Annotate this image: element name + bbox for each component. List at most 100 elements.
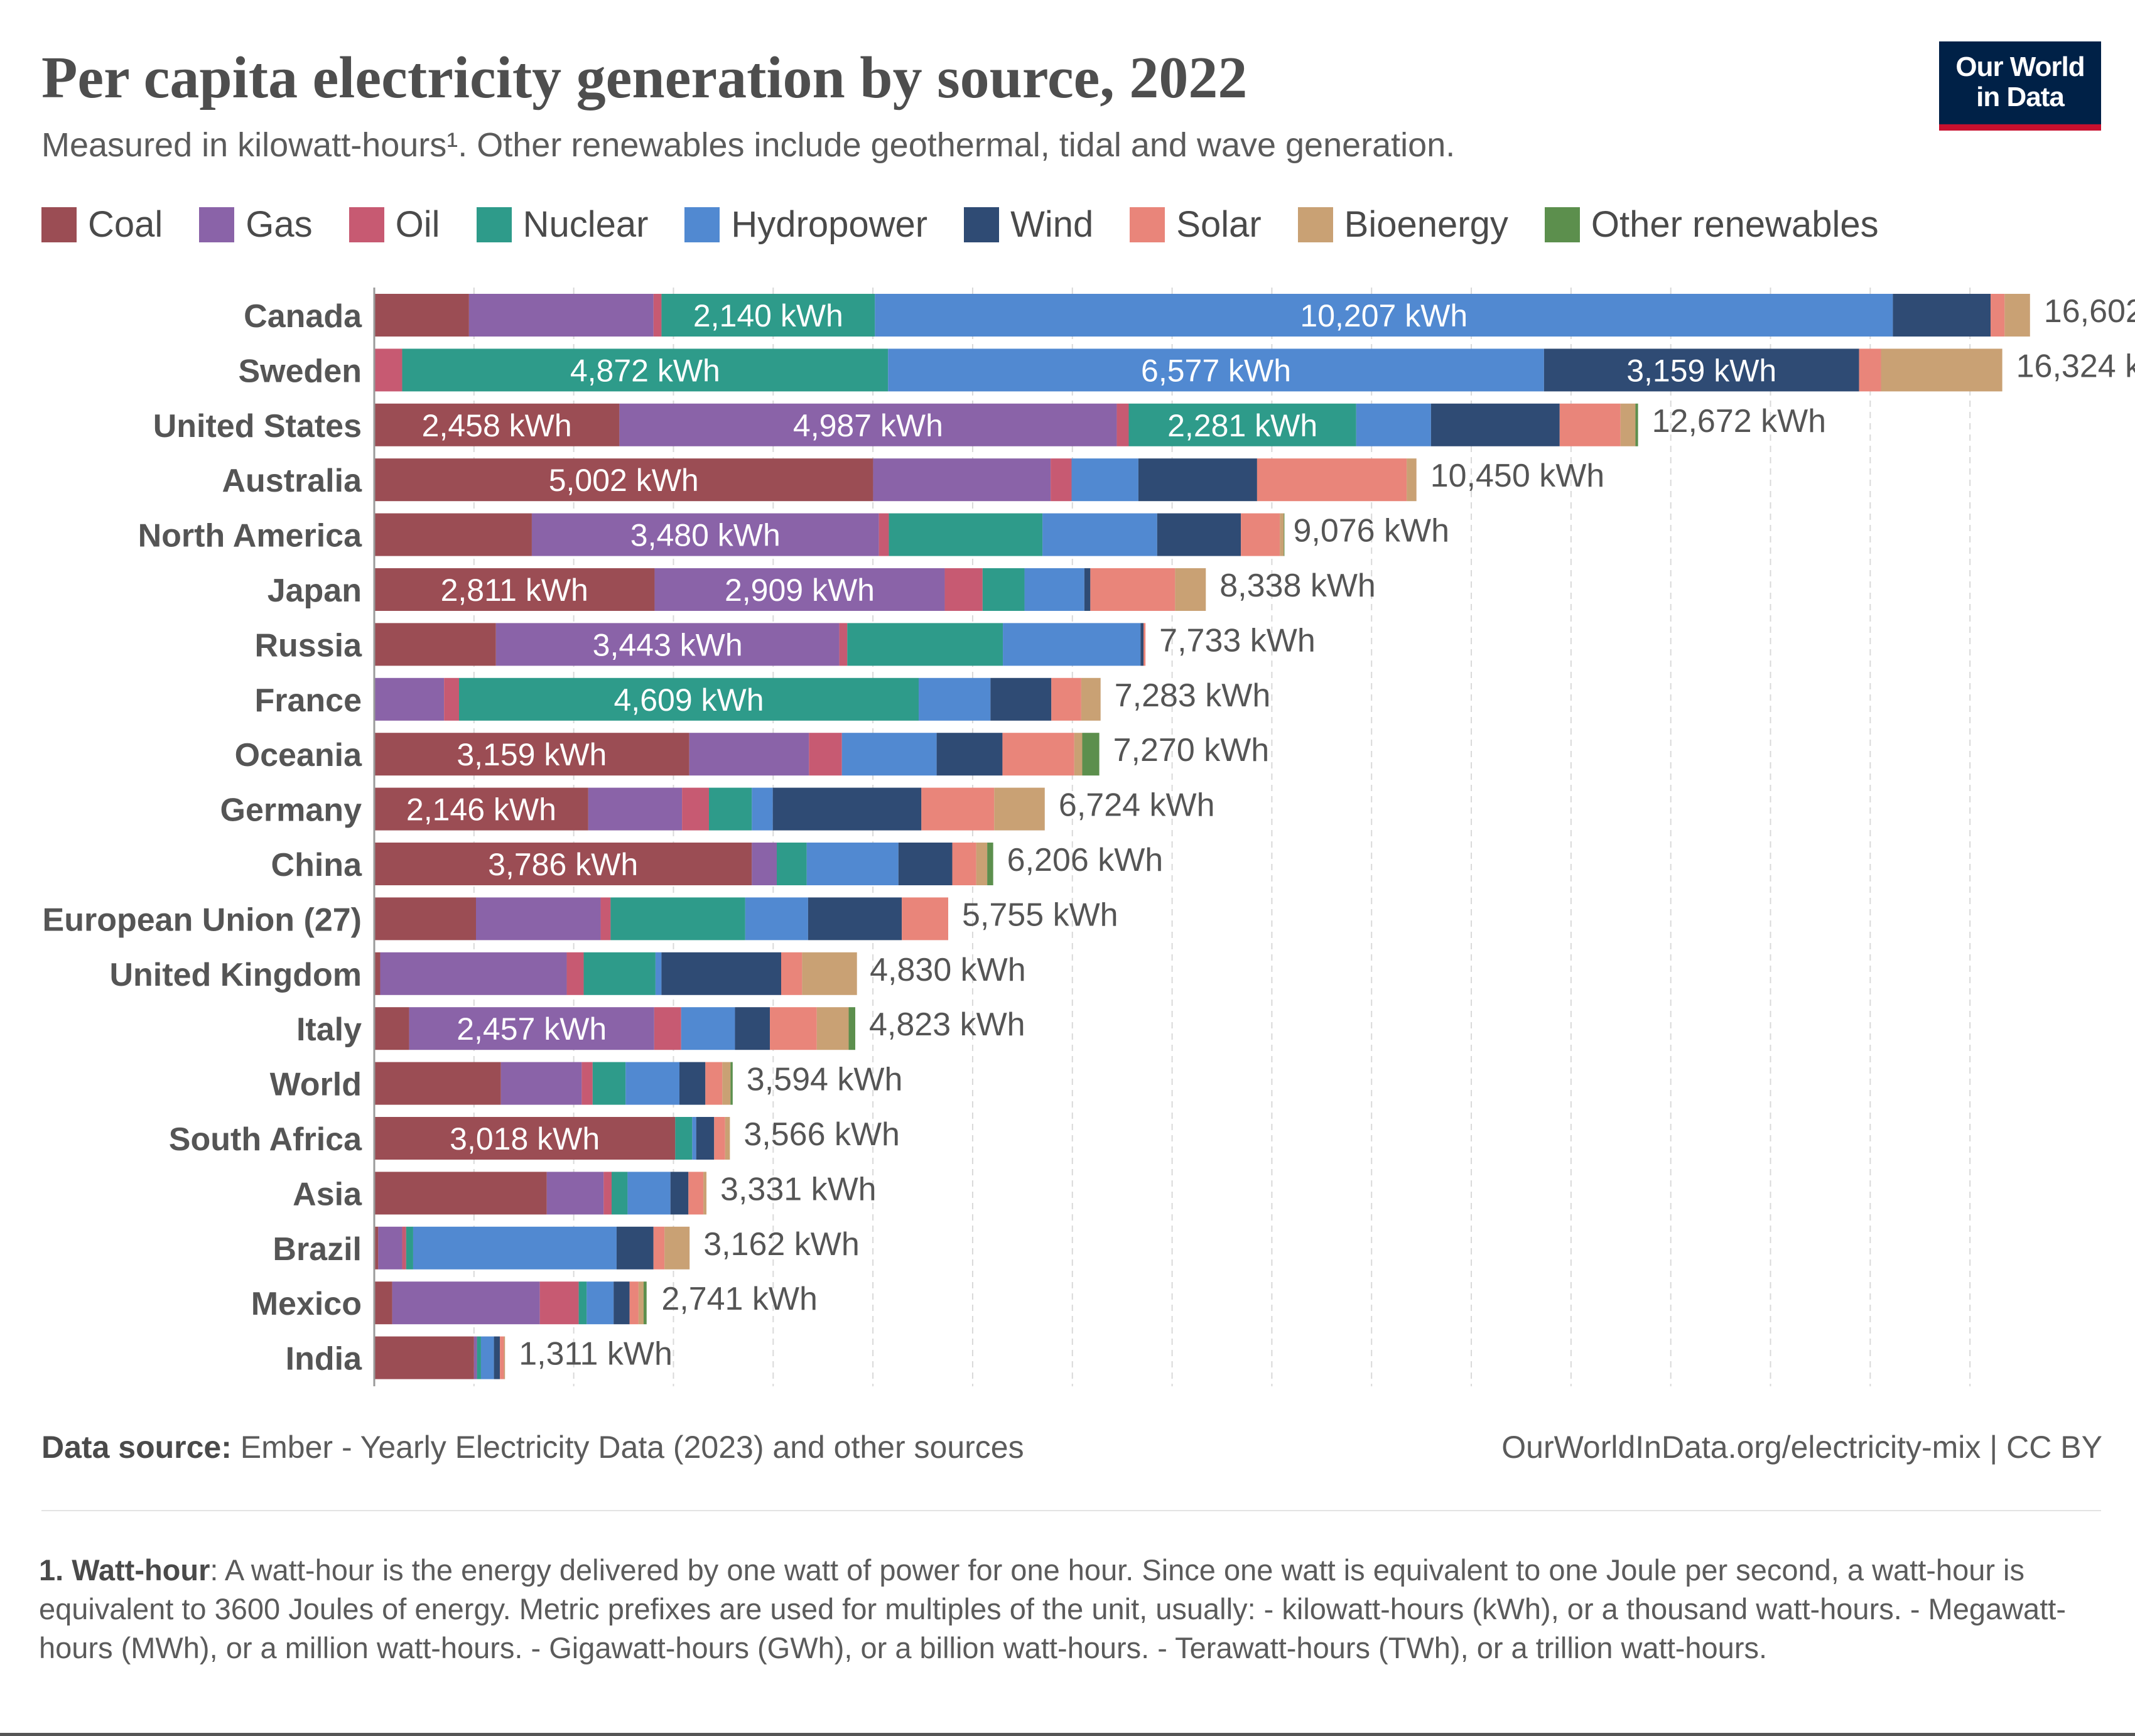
bar-segment-gas[interactable] <box>654 568 945 611</box>
bar-segment-gas[interactable] <box>752 843 777 885</box>
legend-item-oil[interactable]: Oil <box>349 203 440 250</box>
bar-segment-oil[interactable] <box>944 568 983 611</box>
bar-segment-bioenergy[interactable] <box>1407 458 1417 502</box>
bar-segment-hydropower[interactable] <box>841 733 937 776</box>
bar-segment-hydropower[interactable] <box>888 348 1544 392</box>
bar-segment-gas[interactable] <box>495 623 840 666</box>
bar-segment-bioenergy[interactable] <box>638 1281 644 1325</box>
bar-segment-other-renewables[interactable] <box>848 1007 856 1050</box>
bar-segment-coal[interactable] <box>374 1007 409 1050</box>
bar-segment-coal[interactable] <box>374 787 588 831</box>
bar-segment-nuclear[interactable] <box>402 348 889 392</box>
bar-segment-coal[interactable] <box>374 897 476 941</box>
bar-segment-solar[interactable] <box>1257 458 1407 502</box>
bar-segment-bioenergy[interactable] <box>1280 513 1284 556</box>
bar-segment-wind[interactable] <box>1157 513 1241 556</box>
bar-segment-coal[interactable] <box>374 952 381 995</box>
bar-segment-hydropower[interactable] <box>681 1007 735 1050</box>
bar-segment-solar[interactable] <box>1002 733 1074 776</box>
bar-segment-wind[interactable] <box>679 1062 706 1105</box>
bar-segment-coal[interactable] <box>374 1336 474 1379</box>
bar-segment-oil[interactable] <box>374 348 403 392</box>
bar-segment-other-renewables[interactable] <box>1082 733 1100 776</box>
bar-segment-coal[interactable] <box>374 1062 501 1105</box>
bar-segment-solar[interactable] <box>1143 623 1146 666</box>
bar-segment-hydropower[interactable] <box>806 843 899 885</box>
bar-segment-wind[interactable] <box>670 1172 689 1215</box>
bar-segment-wind[interactable] <box>613 1281 630 1325</box>
bar-segment-nuclear[interactable] <box>406 1226 413 1270</box>
bar-segment-gas[interactable] <box>409 1007 654 1050</box>
bar-segment-coal[interactable] <box>374 1281 392 1325</box>
bar-segment-oil[interactable] <box>1116 403 1129 446</box>
bar-segment-wind[interactable] <box>1138 458 1257 502</box>
bar-segment-nuclear[interactable] <box>889 513 1043 556</box>
bar-segment-bioenergy[interactable] <box>703 1172 707 1215</box>
bar-segment-bioenergy[interactable] <box>1620 403 1636 446</box>
bar-segment-nuclear[interactable] <box>610 897 745 941</box>
bar-segment-solar[interactable] <box>921 787 995 831</box>
bar-segment-bioenergy[interactable] <box>802 952 857 995</box>
bar-segment-nuclear[interactable] <box>477 1336 481 1379</box>
bar-segment-gas[interactable] <box>473 1336 477 1379</box>
bar-segment-hydropower[interactable] <box>1071 458 1138 502</box>
bar-segment-other-renewables[interactable] <box>987 843 993 885</box>
bar-segment-gas[interactable] <box>380 952 567 995</box>
bar-segment-coal[interactable] <box>374 568 655 611</box>
bar-segment-oil[interactable] <box>839 623 848 666</box>
source-url-link[interactable]: OurWorldInData.org/electricity-mix | CC … <box>1501 1430 2102 1465</box>
bar-segment-gas[interactable] <box>546 1172 604 1215</box>
bar-segment-wind[interactable] <box>936 733 1003 776</box>
bar-segment-other-renewables[interactable] <box>1635 403 1638 446</box>
bar-segment-other-renewables[interactable] <box>643 1281 647 1325</box>
bar-segment-hydropower[interactable] <box>1356 403 1431 446</box>
bar-segment-hydropower[interactable] <box>1042 513 1157 556</box>
bar-segment-gas[interactable] <box>476 897 601 941</box>
bar-segment-bioenergy[interactable] <box>994 787 1045 831</box>
bar-segment-solar[interactable] <box>952 843 976 885</box>
bar-segment-oil[interactable] <box>654 1007 681 1050</box>
legend-item-coal[interactable]: Coal <box>41 203 163 250</box>
bar-segment-solar[interactable] <box>688 1172 704 1215</box>
bar-segment-oil[interactable] <box>539 1281 579 1325</box>
bar-segment-nuclear[interactable] <box>459 677 919 721</box>
bar-segment-gas[interactable] <box>374 677 445 721</box>
bar-segment-wind[interactable] <box>1430 403 1560 446</box>
bar-segment-coal[interactable] <box>374 1117 676 1160</box>
bar-segment-coal[interactable] <box>374 843 752 885</box>
bar-segment-wind[interactable] <box>696 1117 715 1160</box>
bar-segment-nuclear[interactable] <box>777 843 807 885</box>
bar-segment-gas[interactable] <box>468 294 654 337</box>
bar-segment-hydropower[interactable] <box>413 1226 617 1270</box>
bar-segment-gas[interactable] <box>392 1281 540 1325</box>
bar-segment-solar[interactable] <box>1991 294 2005 337</box>
bar-segment-bioenergy[interactable] <box>1081 677 1101 721</box>
bar-segment-bioenergy[interactable] <box>504 1336 505 1379</box>
bar-segment-wind[interactable] <box>990 677 1052 721</box>
legend-item-hydropower[interactable]: Hydropower <box>684 203 927 250</box>
bar-segment-oil[interactable] <box>600 897 611 941</box>
bar-segment-solar[interactable] <box>1090 568 1176 611</box>
bar-segment-solar[interactable] <box>781 952 803 995</box>
bar-segment-solar[interactable] <box>1559 403 1621 446</box>
bar-segment-solar[interactable] <box>770 1007 817 1050</box>
bar-segment-hydropower[interactable] <box>745 897 808 941</box>
bar-segment-coal[interactable] <box>374 733 689 776</box>
bar-segment-oil[interactable] <box>444 677 459 721</box>
bar-segment-solar[interactable] <box>902 897 949 941</box>
bar-segment-bioenergy[interactable] <box>2004 294 2030 337</box>
bar-segment-hydropower[interactable] <box>655 952 662 995</box>
bar-segment-wind[interactable] <box>1543 348 1859 392</box>
bar-segment-solar[interactable] <box>629 1281 639 1325</box>
bar-segment-wind[interactable] <box>494 1336 500 1379</box>
bar-segment-hydropower[interactable] <box>692 1117 696 1160</box>
bar-segment-oil[interactable] <box>878 513 889 556</box>
bar-segment-gas[interactable] <box>378 1226 403 1270</box>
bar-segment-nuclear[interactable] <box>583 952 656 995</box>
bar-segment-nuclear[interactable] <box>578 1281 587 1325</box>
bar-segment-wind[interactable] <box>1140 623 1144 666</box>
bar-segment-nuclear[interactable] <box>661 294 875 337</box>
bar-segment-bioenergy[interactable] <box>1074 733 1083 776</box>
bar-segment-hydropower[interactable] <box>627 1172 671 1215</box>
bar-segment-coal[interactable] <box>374 458 873 502</box>
